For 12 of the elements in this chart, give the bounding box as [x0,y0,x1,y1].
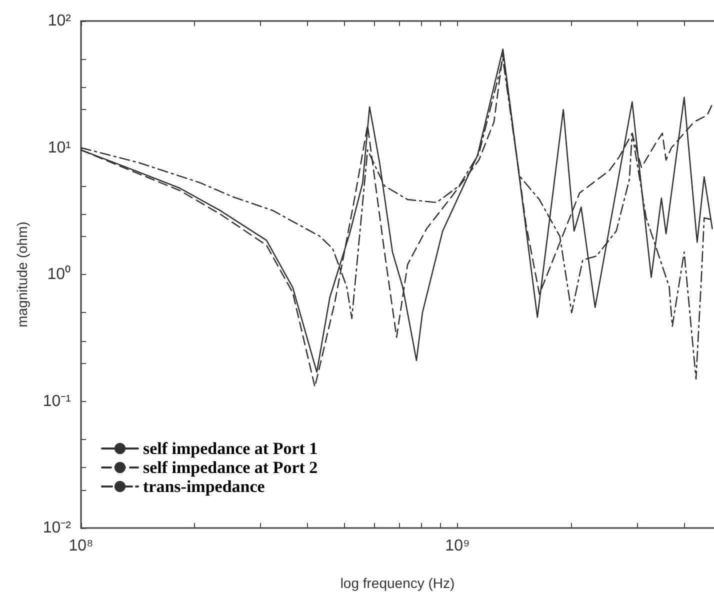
y-axis-title: magnitude (ohm) [14,222,30,328]
legend-label: self impedance at Port 2 [143,458,318,477]
y-tick-label: 10⁰ [47,265,71,283]
y-tick-label: 10² [48,12,72,30]
x-tick-label: 10⁸ [68,538,94,554]
x-axis-title: log frequency (Hz) [340,575,455,591]
x-tick-label: 10⁹ [445,538,470,554]
legend-label: trans-impedance [143,477,266,496]
y-tick-label: 10⁻¹ [42,392,71,410]
y-tick-label: 10¹ [48,139,71,156]
legend-label: self impedance at Port 1 [143,439,318,458]
y-tick-label: 10⁻² [42,520,72,536]
